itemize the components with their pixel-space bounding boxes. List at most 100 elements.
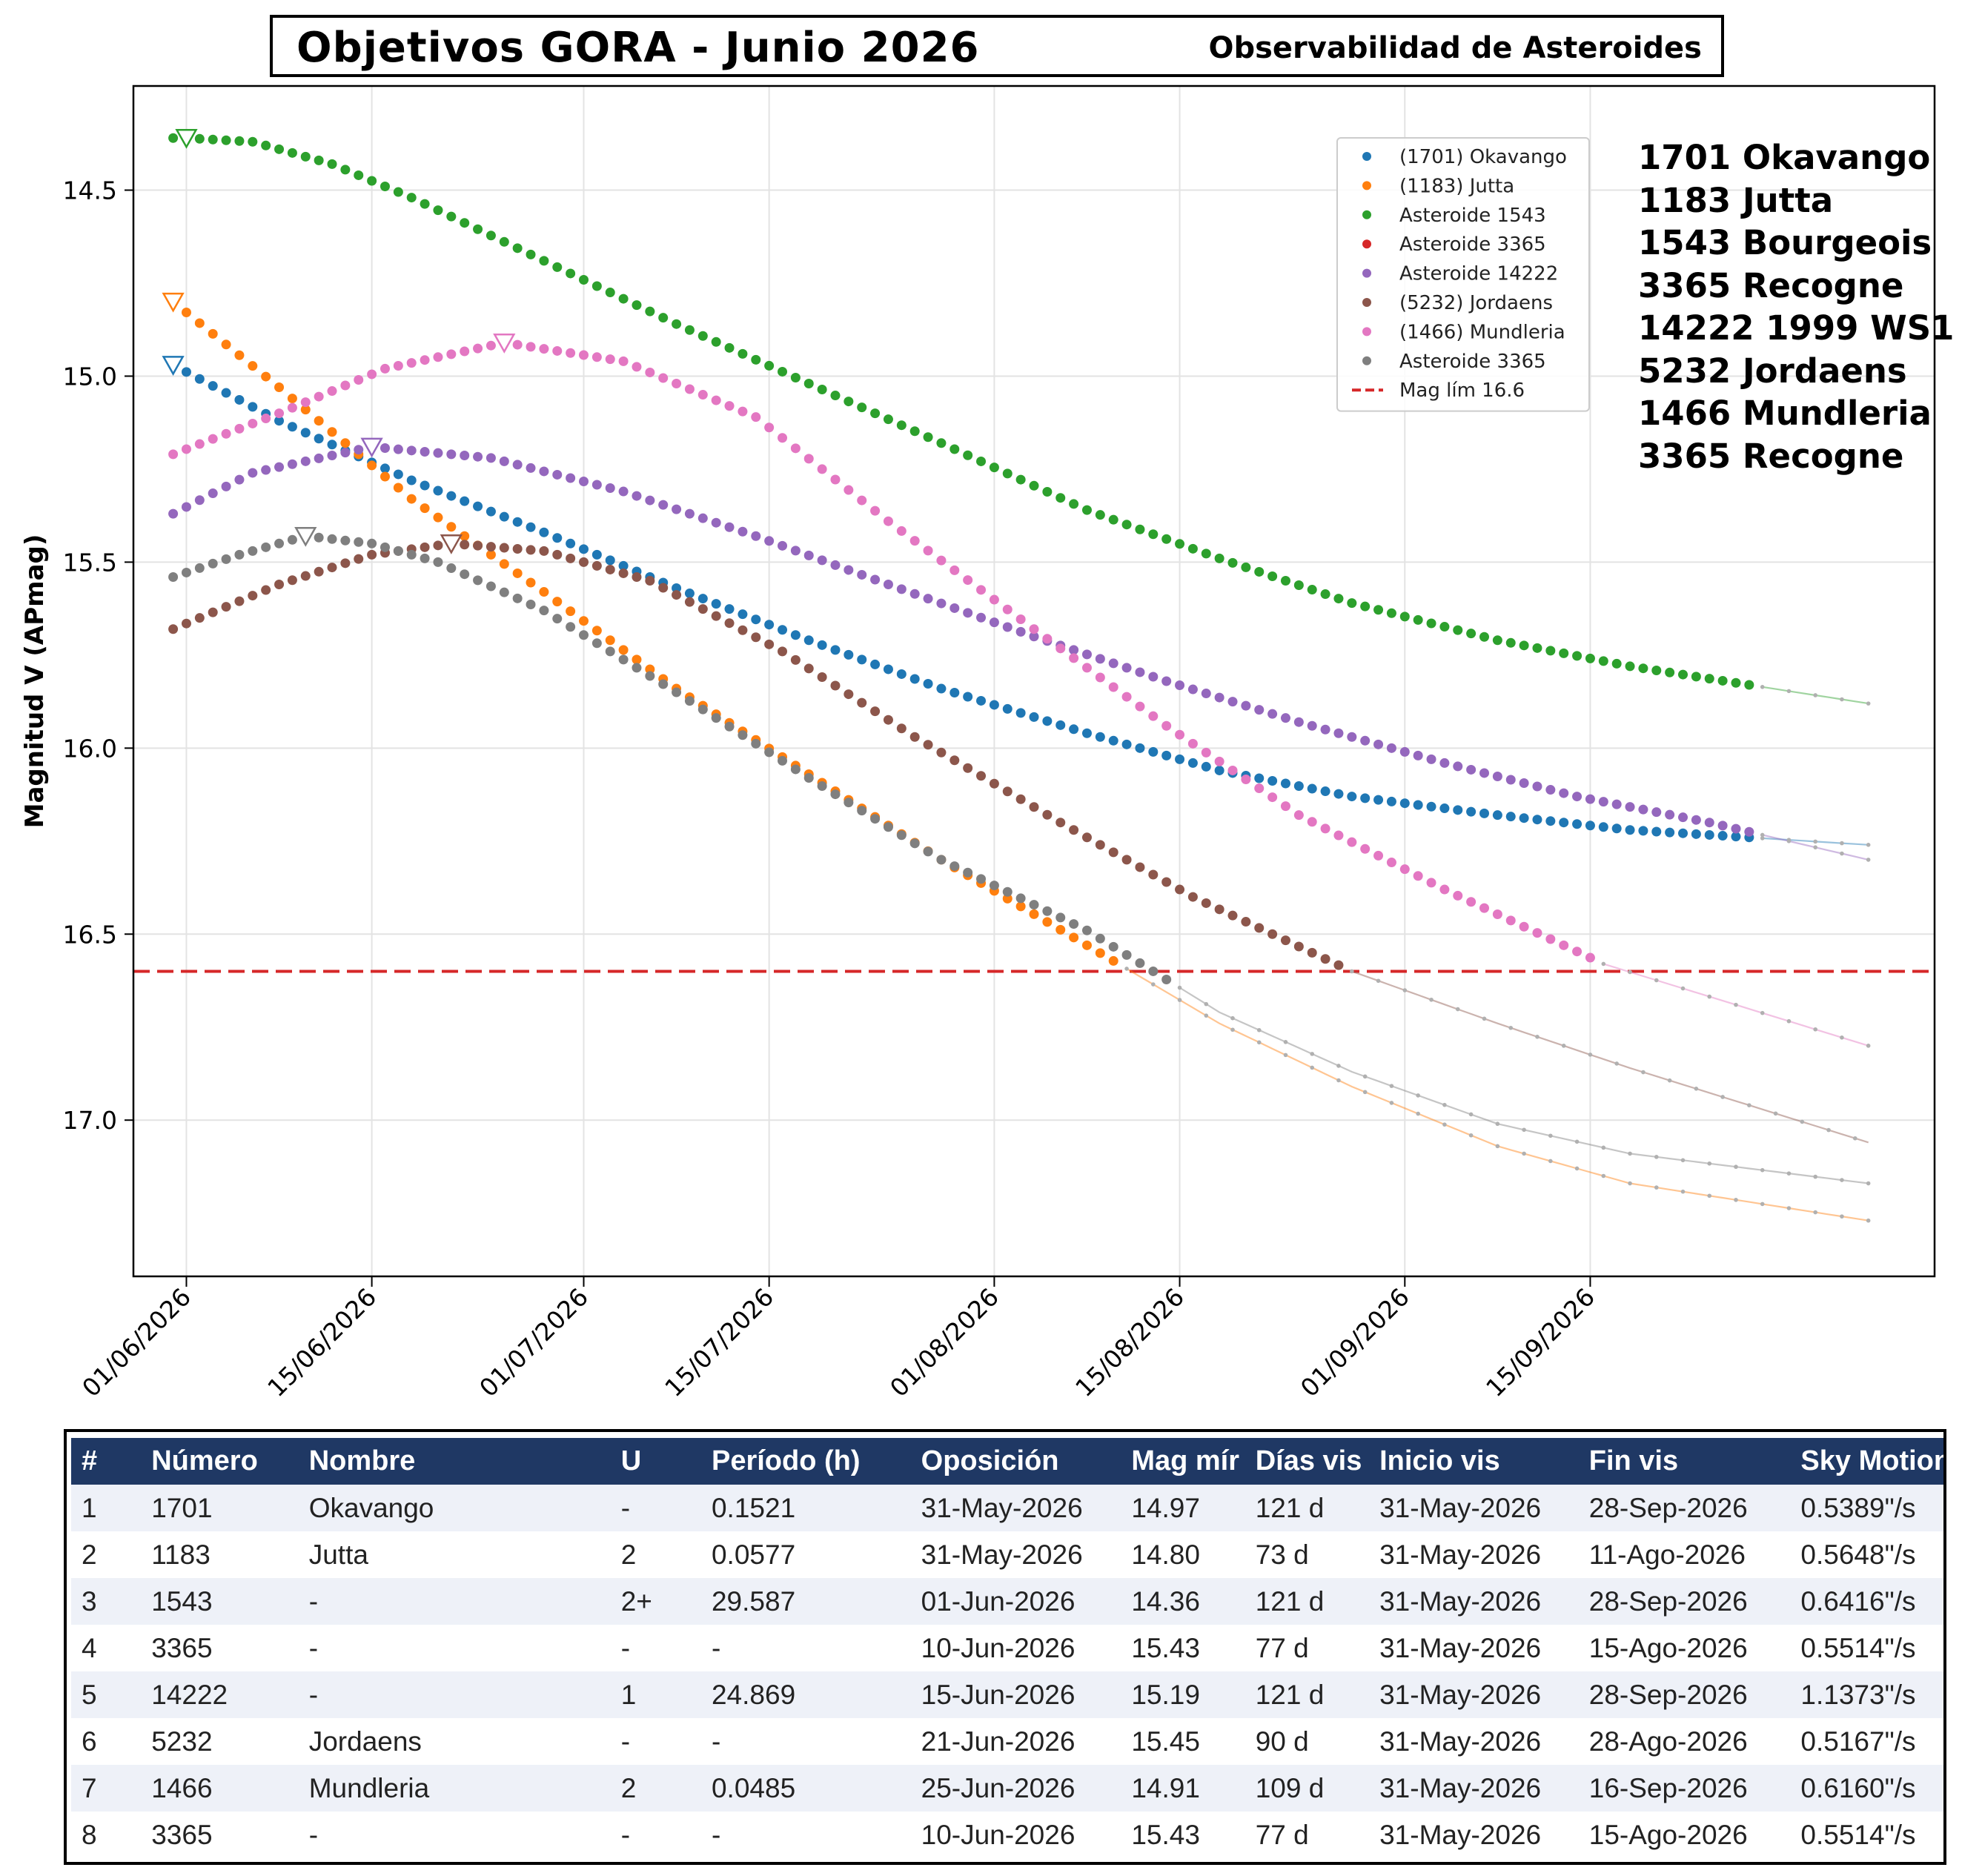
series-trail-point bbox=[1429, 997, 1434, 1002]
table-row[interactable]: 1 1701 Okavango -0.1521 31-May-2026 14.97 121 … bbox=[71, 1485, 1943, 1531]
data-point bbox=[1320, 786, 1330, 797]
data-point bbox=[844, 649, 854, 660]
data-point bbox=[1638, 826, 1648, 836]
data-point bbox=[287, 459, 297, 469]
data-point bbox=[1519, 813, 1529, 823]
series-trail-point bbox=[1680, 986, 1686, 991]
data-point bbox=[1717, 821, 1728, 831]
data-point bbox=[552, 533, 563, 543]
table-cell: 29.587 bbox=[700, 1578, 911, 1625]
table-row[interactable]: 6 5232 Jordaens - -21-Jun-2026 15.45 90 d 31-Ma… bbox=[71, 1718, 1943, 1765]
column-header[interactable]: Nombre bbox=[298, 1438, 611, 1485]
table-cell: 121 d bbox=[1245, 1485, 1370, 1531]
data-point bbox=[1453, 625, 1463, 635]
series-trail-point bbox=[1734, 1164, 1738, 1170]
data-point bbox=[579, 476, 589, 486]
column-header[interactable]: Sky Motion bbox=[1790, 1438, 1943, 1485]
data-point bbox=[485, 549, 496, 560]
data-point bbox=[830, 645, 841, 655]
data-point bbox=[208, 558, 218, 569]
data-point bbox=[605, 564, 615, 574]
data-point bbox=[314, 155, 324, 165]
data-point bbox=[300, 405, 311, 415]
series-trail-point bbox=[1654, 1185, 1659, 1190]
data-point bbox=[194, 318, 205, 328]
data-point bbox=[566, 348, 576, 358]
data-point bbox=[340, 438, 351, 448]
series-trail-point bbox=[1601, 1173, 1606, 1179]
series-trail-point bbox=[1548, 1133, 1553, 1138]
table-row[interactable]: 7 1466 Mundleria 2 0.0485 25-Jun-2026 14.91 109… bbox=[71, 1765, 1943, 1812]
data-point bbox=[1559, 788, 1569, 798]
legend-marker bbox=[1362, 152, 1371, 161]
legend-marker bbox=[1362, 268, 1371, 278]
data-point bbox=[327, 440, 337, 450]
column-header[interactable]: # bbox=[71, 1438, 142, 1485]
data-point bbox=[684, 696, 695, 706]
table-cell: 0.6416"/s bbox=[1790, 1578, 1943, 1625]
data-point bbox=[552, 345, 563, 356]
data-point bbox=[460, 540, 470, 550]
data-point bbox=[1545, 785, 1556, 795]
column-header[interactable]: Oposición bbox=[910, 1438, 1121, 1485]
column-header[interactable]: Mag mír bbox=[1121, 1438, 1245, 1485]
column-header[interactable]: Inicio vis bbox=[1369, 1438, 1579, 1485]
data-point bbox=[817, 555, 827, 566]
series-trail-point bbox=[1654, 978, 1659, 983]
data-point bbox=[658, 679, 669, 689]
table-cell: 31-May-2026 bbox=[1369, 1625, 1579, 1671]
data-point bbox=[1108, 658, 1118, 669]
data-point bbox=[1135, 667, 1145, 677]
data-point bbox=[1665, 667, 1675, 677]
data-point bbox=[473, 575, 483, 586]
column-header[interactable]: U bbox=[610, 1438, 701, 1485]
data-point bbox=[1717, 675, 1728, 686]
series-5 bbox=[168, 534, 1869, 1144]
data-point bbox=[724, 522, 735, 532]
column-header[interactable]: Período (h) bbox=[700, 1438, 911, 1485]
data-point bbox=[883, 715, 893, 725]
data-point bbox=[499, 559, 509, 569]
series-trail-point bbox=[1204, 1001, 1209, 1007]
data-point bbox=[433, 557, 443, 567]
data-point bbox=[1095, 948, 1105, 958]
table-row[interactable]: 2 1183 Jutta 2 0.0577 31-May-2026 14.80 73 d 31-… bbox=[71, 1531, 1943, 1578]
data-point bbox=[697, 704, 708, 715]
data-point bbox=[711, 337, 721, 347]
data-point bbox=[248, 546, 258, 556]
data-point bbox=[340, 380, 351, 391]
table-cell: 21-Jun-2026 bbox=[910, 1718, 1121, 1765]
data-point bbox=[1161, 877, 1172, 887]
series-trail-point bbox=[1840, 1178, 1844, 1182]
data-point bbox=[764, 639, 775, 649]
data-point bbox=[817, 672, 827, 682]
series-trail-point bbox=[1641, 1070, 1646, 1075]
column-header[interactable]: Fin vis bbox=[1578, 1438, 1791, 1485]
data-point bbox=[1081, 832, 1092, 843]
data-point bbox=[1585, 952, 1595, 963]
data-point bbox=[684, 508, 695, 519]
table-row[interactable]: 5 14222-1 24.869 15-Jun-2026 15.19 121 d 31-Ma… bbox=[71, 1671, 1943, 1718]
y-tick-label: 17.0 bbox=[63, 1106, 117, 1135]
table-cell: 28-Sep-2026 bbox=[1578, 1485, 1791, 1531]
asteroid-name: 5232 Jordaens bbox=[1638, 351, 1907, 391]
data-point bbox=[327, 534, 337, 544]
data-point bbox=[1148, 746, 1159, 757]
x-tick-label: 15/06/2026 bbox=[262, 1282, 382, 1402]
data-point bbox=[1399, 746, 1410, 757]
asteroid-name: 3365 Recogne bbox=[1638, 265, 1904, 305]
table-row[interactable]: 8 3365- - -10-Jun-2026 15.43 77 d 31-May-2026 1… bbox=[71, 1812, 1943, 1858]
data-point bbox=[1002, 703, 1013, 714]
data-point bbox=[512, 243, 523, 253]
data-point bbox=[539, 527, 549, 537]
data-point bbox=[645, 671, 655, 681]
table-row[interactable]: 3 1543-2+ 29.587 01-Jun-2026 14.36 121 d 31-Ma… bbox=[71, 1578, 1943, 1625]
column-header[interactable]: Días vis bbox=[1245, 1438, 1370, 1485]
data-point bbox=[446, 522, 457, 532]
series-trail-point bbox=[1588, 1053, 1593, 1057]
data-point bbox=[1055, 643, 1066, 654]
data-point bbox=[380, 182, 390, 192]
series-trail-point bbox=[1734, 1198, 1738, 1202]
table-row[interactable]: 4 3365- - -10-Jun-2026 15.43 77 d 31-May-2026 1… bbox=[71, 1625, 1943, 1671]
column-header[interactable]: Número bbox=[141, 1438, 299, 1485]
